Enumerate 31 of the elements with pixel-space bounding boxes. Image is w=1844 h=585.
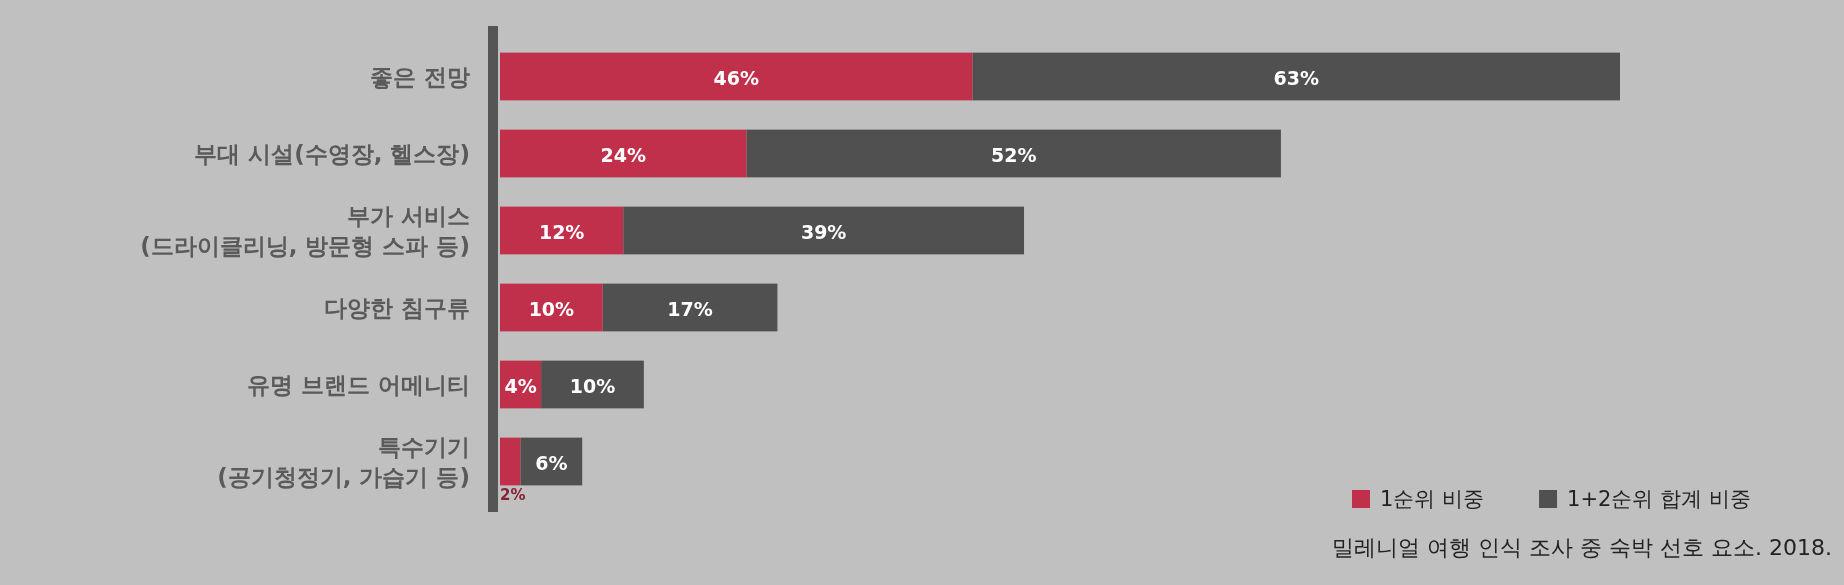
bar [623,206,1025,255]
data-label: 10% [569,374,616,397]
bar [500,437,521,486]
data-label: 46% [713,66,760,89]
data-label: 6% [535,451,568,474]
data-label: 63% [1273,66,1320,89]
y-tick-label: 유명 브랜드 어메니티 [246,371,470,398]
y-tick-label: 부대 시설(수영장, 헬스장) [194,140,470,167]
text: 밀레니얼 여행 인식 조사 중 숙박 선호 요소. 2018. [1332,535,1832,560]
data-label: 10% [528,297,575,320]
bar [602,283,778,332]
bar [500,283,603,332]
y-tick-label: 특수기기 (공기청정기, 가습기 등) [217,433,470,490]
bar [500,129,747,178]
data-label: 12% [538,220,585,243]
y-tick-label: 좋은 전망 [369,63,470,90]
bar [541,360,644,409]
data-label: 24% [600,143,647,166]
bar [972,52,1620,101]
data-label: 2% [500,486,526,505]
data-label: 39% [800,220,847,243]
legend-label: 1+2순위 합계 비중 [1567,487,1751,511]
bar [500,52,973,101]
data-label: 52% [991,143,1037,166]
legend-label: 1순위 비중 [1380,487,1485,511]
y-tick-label: 부가 서비스 (드라이클리닝, 방문형 스파 등) [140,202,470,259]
data-label: 17% [667,297,713,320]
data-label: 4% [504,374,537,397]
bar [746,129,1281,178]
bar [500,206,624,255]
y-tick-label: 다양한 침구류 [323,294,470,321]
